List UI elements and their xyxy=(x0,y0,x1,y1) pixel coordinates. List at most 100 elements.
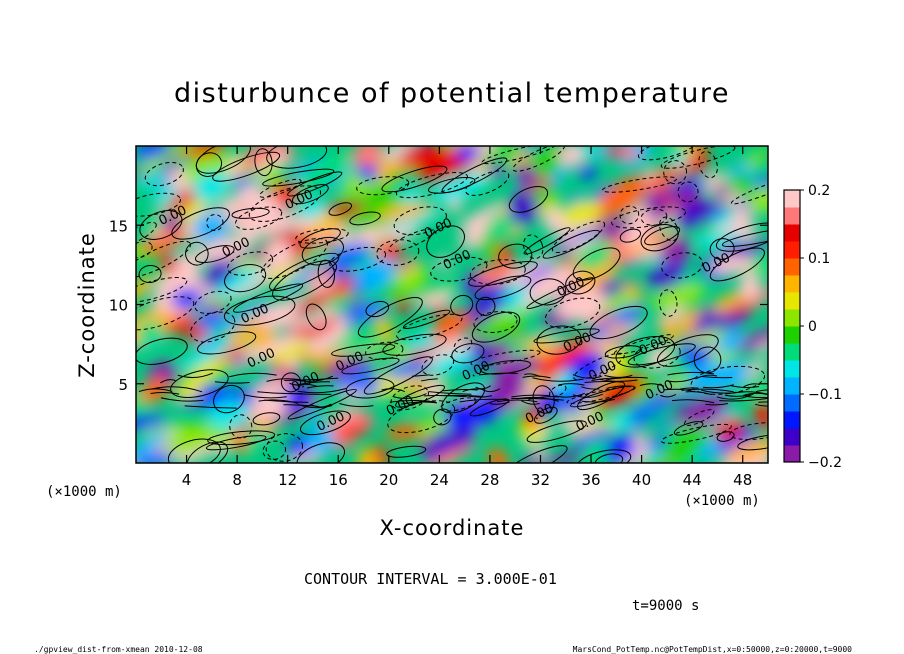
contour-line xyxy=(136,296,195,331)
colorbar-segment xyxy=(784,394,800,412)
field-patch xyxy=(306,426,339,454)
contour-line xyxy=(504,445,568,463)
field-patch xyxy=(479,236,498,256)
contour-line xyxy=(685,391,713,396)
contour-line xyxy=(288,392,332,395)
contour-line xyxy=(526,420,587,443)
contour-line xyxy=(536,325,582,355)
field-patch xyxy=(299,200,327,220)
field-patch xyxy=(414,293,456,308)
field-patch xyxy=(393,300,415,313)
contour-line xyxy=(287,388,357,420)
contour-line xyxy=(659,216,679,242)
contour-line xyxy=(167,438,221,463)
y-tick-label: 10 xyxy=(109,297,128,315)
field-patch xyxy=(432,303,446,318)
field-patch xyxy=(208,401,250,431)
field-patch xyxy=(336,424,371,439)
contour-line xyxy=(544,297,601,329)
field-patch xyxy=(659,317,681,345)
contour-line xyxy=(572,247,621,281)
field-patch xyxy=(326,242,371,269)
contour-line xyxy=(136,240,153,259)
contour-line xyxy=(349,211,381,226)
field-patch xyxy=(385,423,422,441)
field-patch xyxy=(377,203,434,221)
contour-line xyxy=(138,388,173,393)
contour-line xyxy=(328,202,353,216)
x-tick-label: 40 xyxy=(632,471,651,489)
contour-line xyxy=(468,261,538,287)
contour-line xyxy=(185,241,209,266)
field-patch xyxy=(151,184,180,204)
contour-line xyxy=(329,246,387,272)
contour-line xyxy=(420,378,438,382)
contour-line xyxy=(533,328,600,344)
contour-line xyxy=(465,170,510,196)
colorbar-tick-label: 0.2 xyxy=(808,183,830,199)
x-tick-label: 36 xyxy=(581,471,600,489)
contour-line xyxy=(584,381,623,384)
contour-line xyxy=(284,377,339,381)
footer-left: ./gpview_dist-from-xmean 2010-12-08 xyxy=(34,645,203,654)
contour-line xyxy=(715,222,768,252)
contour-line xyxy=(729,422,768,440)
field-patch xyxy=(138,155,170,172)
field-patch xyxy=(587,439,607,461)
field-patch xyxy=(264,239,294,269)
contour-line xyxy=(291,184,329,205)
field-patch xyxy=(136,277,155,300)
colorbar-tick-label: 0.1 xyxy=(808,251,830,267)
field-patch xyxy=(136,431,169,463)
x-tick-label: 48 xyxy=(733,471,752,489)
contour-line xyxy=(212,151,281,182)
field-patch xyxy=(694,233,747,248)
contour-line xyxy=(481,146,556,165)
contour-line xyxy=(339,402,374,408)
heatmap-plot-area: 0.000.000.000.000.000.000.000.000.000.00… xyxy=(136,146,768,463)
contour-line xyxy=(177,372,214,378)
contour-line xyxy=(523,227,571,255)
contour-line xyxy=(184,405,237,409)
field-patch xyxy=(571,429,612,448)
x-tick-label: 20 xyxy=(379,471,398,489)
field-patch xyxy=(192,211,230,243)
colorbar-tick-label: −0.2 xyxy=(808,455,842,471)
contour-line xyxy=(170,369,229,398)
contour-line xyxy=(393,206,447,236)
contour-line xyxy=(471,311,521,343)
contour-line xyxy=(481,388,501,393)
contour-line xyxy=(523,234,544,259)
time-label: t=9000 s xyxy=(632,598,699,614)
field-patch xyxy=(136,319,164,344)
contour-line xyxy=(558,383,585,386)
contour-line xyxy=(139,210,183,240)
contour-line xyxy=(529,278,567,306)
field-patch xyxy=(522,407,544,427)
colorbar-tick-label: 0 xyxy=(808,319,817,335)
y-tick-label: 5 xyxy=(118,376,128,394)
x-tick-label: 32 xyxy=(531,471,550,489)
contour-line xyxy=(317,259,336,288)
colorbar-segment xyxy=(784,292,800,310)
contour-line xyxy=(136,240,192,279)
field-patch xyxy=(507,192,539,225)
contour-line xyxy=(511,397,564,401)
contour-line xyxy=(755,389,768,392)
contour-line xyxy=(190,311,236,343)
field-patch xyxy=(395,257,420,274)
contour-line xyxy=(598,378,638,382)
field-patch xyxy=(296,219,355,237)
contour-line xyxy=(381,165,448,193)
contour-line xyxy=(194,245,235,264)
x-tick-label: 28 xyxy=(480,471,499,489)
heatmap-field xyxy=(136,146,768,463)
x-axis-ticks: 4 8 12 16 20 24 28 32 36 40 44 48 xyxy=(182,146,752,489)
colorbar-segment xyxy=(784,309,800,327)
contour-line xyxy=(716,431,735,442)
contour-line xyxy=(475,385,492,390)
field-patch xyxy=(676,200,721,229)
field-patch xyxy=(429,350,476,376)
field-patch xyxy=(528,269,576,291)
